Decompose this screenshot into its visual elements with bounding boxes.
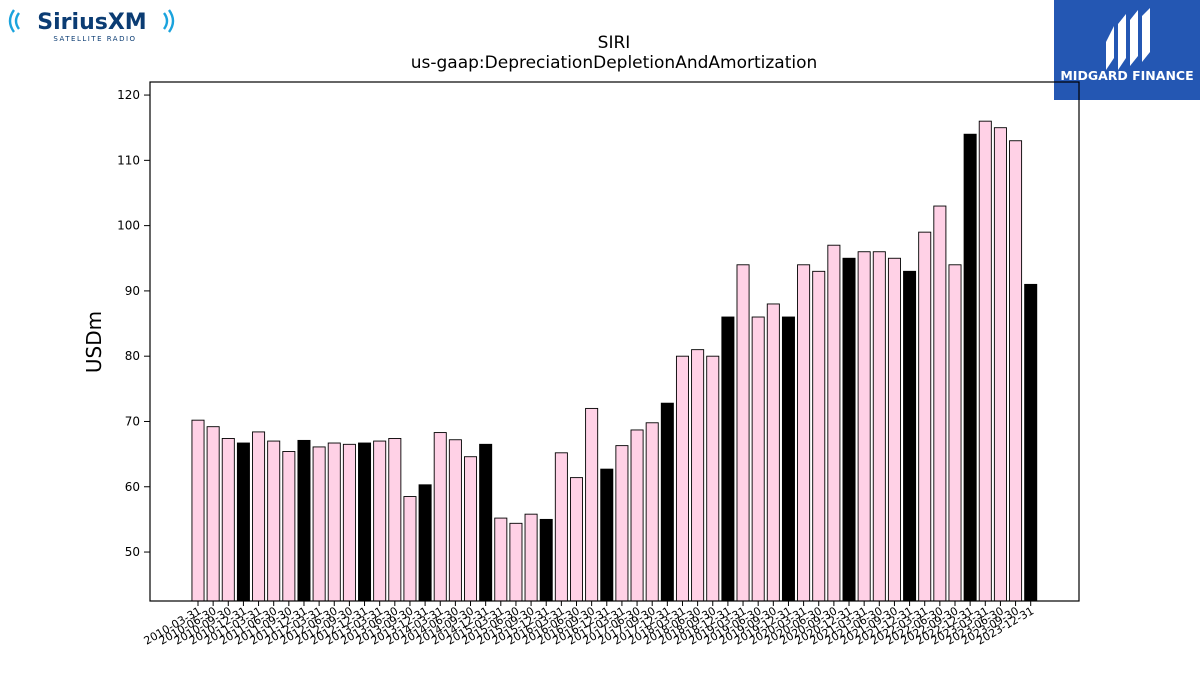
bar-2020-03-31 <box>797 264 811 602</box>
siriusxm-tagline: SATELLITE RADIO <box>53 35 136 43</box>
bar-2021-03-31 <box>857 251 871 602</box>
bar-2012-09-30 <box>342 443 356 602</box>
bar-2018-06-30 <box>691 349 705 602</box>
midgard-finance-logo: MIDGARD FINANCE <box>1054 0 1200 100</box>
y-tick-label: 60 <box>125 480 140 494</box>
bar-2011-12-31 <box>297 439 311 602</box>
y-tick-label: 120 <box>117 88 140 102</box>
bar-2010-06-30 <box>206 426 220 602</box>
chart-subtitle: us-gaap:DepreciationDepletionAndAmortiza… <box>411 53 818 73</box>
y-tick-label: 80 <box>125 349 140 363</box>
bar-2022-06-30 <box>933 205 947 602</box>
bar-2014-09-30 <box>464 456 478 602</box>
bar-2022-12-31 <box>963 133 977 602</box>
bar-2016-09-30 <box>585 407 599 602</box>
bar-2023-03-31 <box>978 120 992 602</box>
bar-2014-03-31 <box>433 432 447 602</box>
bar-2015-09-30 <box>524 513 538 602</box>
bar-2018-03-31 <box>675 355 689 602</box>
siriusxm-logo: SiriusXM SATELLITE RADIO <box>8 9 175 43</box>
bar-2011-03-31 <box>252 431 266 602</box>
y-tick-label: 50 <box>125 545 140 559</box>
bar-2012-06-30 <box>327 442 341 602</box>
bar-2023-12-31 <box>1024 283 1038 602</box>
bar-2015-03-31 <box>494 517 508 602</box>
bar-2010-03-31 <box>191 419 205 602</box>
plot-frame <box>149 81 1080 602</box>
y-tick-label: 100 <box>117 219 140 233</box>
bar-2015-12-31 <box>539 518 553 602</box>
bar-2013-06-30 <box>388 438 402 602</box>
bar-2020-09-30 <box>827 244 841 602</box>
midgard-emblem-icon: MIDGARD FINANCE <box>1060 8 1194 83</box>
y-axis-label: USDm <box>82 311 106 373</box>
bar-2012-12-31 <box>358 442 372 602</box>
bar-2021-06-30 <box>872 251 886 602</box>
bar-2023-06-30 <box>993 127 1007 602</box>
bar-2014-06-30 <box>448 439 462 602</box>
bar-2017-09-30 <box>645 422 659 602</box>
bar-2010-12-31 <box>236 442 250 602</box>
bar-2016-03-31 <box>554 452 568 602</box>
bar-2019-06-30 <box>751 316 765 602</box>
bar-2018-09-30 <box>706 355 720 602</box>
bar-2021-09-30 <box>887 257 901 602</box>
bar-2019-12-31 <box>781 316 795 602</box>
bar-2017-03-31 <box>615 445 629 602</box>
bar-2021-12-31 <box>903 270 917 602</box>
bar-2016-06-30 <box>570 477 584 602</box>
bar-2019-03-31 <box>736 264 750 602</box>
bar-2011-06-30 <box>267 440 281 602</box>
y-tick-label: 110 <box>117 153 140 167</box>
bar-2017-06-30 <box>630 429 644 602</box>
bar-2016-12-31 <box>600 468 614 602</box>
bar-2020-12-31 <box>842 257 856 602</box>
chart-title: SIRI <box>598 33 631 53</box>
y-tick-label: 90 <box>125 284 140 298</box>
bar-2013-12-31 <box>418 484 432 602</box>
bar-2015-06-30 <box>509 522 523 602</box>
siriusxm-wordmark: SiriusXM <box>37 10 146 35</box>
bar-2020-06-30 <box>812 270 826 602</box>
bar-2017-12-31 <box>660 402 674 602</box>
bar-2022-03-31 <box>918 231 932 602</box>
bar-2019-09-30 <box>766 303 780 602</box>
bar-2014-12-31 <box>479 443 493 602</box>
bar-2013-03-31 <box>373 440 387 602</box>
y-axis: 50 60 70 80 90 100 110 120 <box>117 88 150 559</box>
bar-2013-09-30 <box>403 496 417 602</box>
bar-2012-03-31 <box>312 446 326 602</box>
bar-series <box>191 120 1038 602</box>
midgard-finance-text: MIDGARD FINANCE <box>1060 68 1193 83</box>
y-tick-label: 70 <box>125 414 140 428</box>
bar-2018-12-31 <box>721 316 735 602</box>
x-axis: 2010-03-312010-06-302010-09-302010-12-31… <box>142 601 1036 648</box>
bar-2022-09-30 <box>948 264 962 602</box>
bar-2023-09-30 <box>1009 140 1023 602</box>
bar-2010-09-30 <box>221 438 235 602</box>
bar-2011-09-30 <box>282 451 296 602</box>
